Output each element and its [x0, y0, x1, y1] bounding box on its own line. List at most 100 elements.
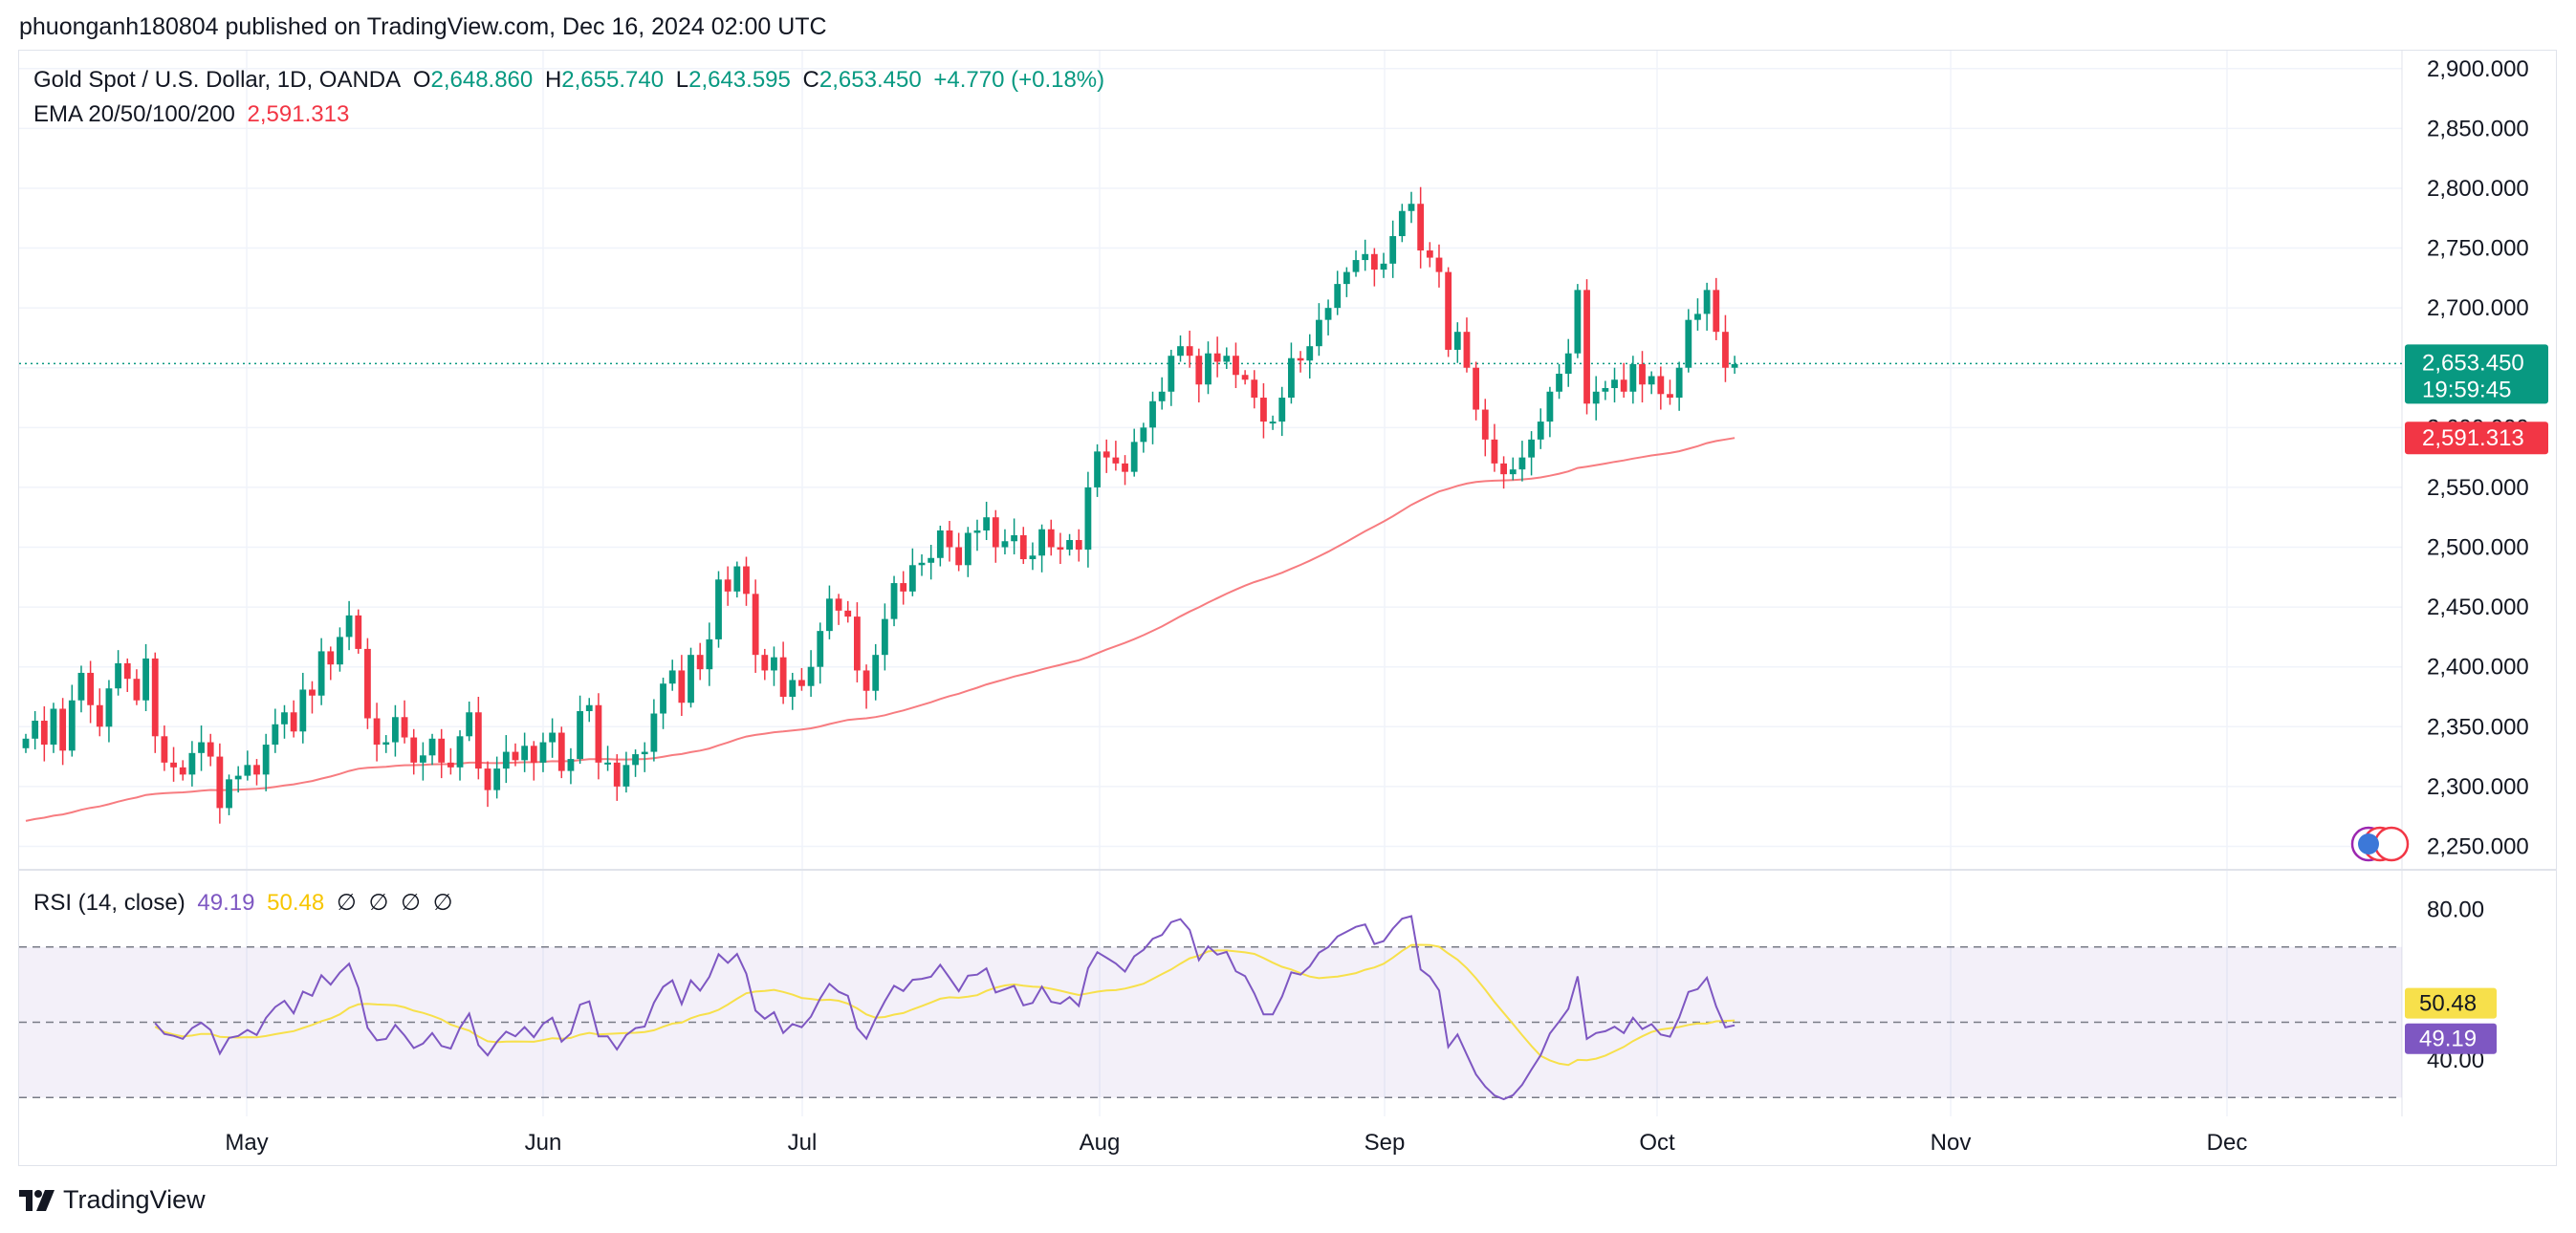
candle-up: [918, 562, 926, 566]
tradingview-logo-icon: [19, 1189, 55, 1211]
candle-down: [1722, 332, 1729, 368]
candle-up: [1380, 263, 1387, 270]
candle-down: [955, 547, 963, 566]
candle-down: [724, 579, 731, 592]
candle-down: [1657, 376, 1665, 395]
candle-up: [928, 557, 935, 563]
candle-up: [817, 631, 824, 667]
candle-up: [1094, 451, 1101, 487]
candle-up: [807, 666, 815, 686]
candle-down: [1057, 547, 1064, 551]
candle-up: [1703, 290, 1711, 314]
candle-up: [1694, 314, 1701, 320]
rsi-line: [154, 915, 1736, 1101]
candle-down: [309, 689, 316, 696]
candle-down: [761, 655, 769, 671]
candle-up: [456, 736, 464, 768]
x-tick-label: Aug: [1080, 1130, 1121, 1156]
candle-up: [1149, 400, 1156, 428]
candle-down: [1713, 290, 1720, 333]
empty-value-3: ∅: [401, 890, 421, 916]
candle-down: [1075, 539, 1082, 551]
y-tick-label: 2,550.000: [2427, 475, 2529, 501]
candle-up: [77, 672, 85, 701]
candle-down: [946, 530, 953, 548]
candle-down: [1233, 356, 1239, 376]
candle-down: [1370, 253, 1378, 270]
candle-down: [1445, 271, 1452, 350]
candle-down: [1481, 409, 1489, 440]
candle-up: [604, 762, 611, 765]
candle-down: [752, 594, 759, 656]
candle-down: [447, 762, 454, 768]
candle-down: [151, 658, 159, 737]
countdown-label: 19:59:45: [2422, 377, 2511, 402]
rsi-value: 49.19: [197, 890, 255, 916]
ema-value: 2,591.313: [247, 101, 350, 127]
us-flag-icon: [2358, 833, 2379, 854]
candle-up: [50, 708, 57, 746]
candle-down: [678, 670, 686, 703]
candle-up: [1675, 367, 1683, 399]
candle-down: [1186, 346, 1193, 357]
candle-up: [1278, 398, 1286, 422]
candle-up: [1343, 271, 1350, 285]
x-tick-label: Nov: [1931, 1130, 1972, 1156]
y-tick-label: 2,900.000: [2427, 56, 2529, 82]
candle-up: [1001, 541, 1009, 548]
candle-down: [410, 737, 418, 763]
candle-up: [521, 746, 529, 761]
ema-legend: EMA 20/50/100/200 2,591.313: [33, 101, 355, 128]
ema-badge: [2405, 422, 2548, 455]
candle-down: [1241, 375, 1249, 380]
candle-up: [1168, 356, 1175, 392]
candle-down: [87, 672, 95, 705]
candle-up: [964, 532, 971, 566]
candle-up: [392, 717, 399, 743]
rsi-ma-value: 50.48: [267, 890, 325, 916]
high-value: 2,655.740: [561, 67, 665, 93]
footer-text: TradingView: [63, 1185, 206, 1214]
candle-down: [854, 616, 861, 671]
rsi-legend: RSI (14, close) 49.19 50.48 ∅ ∅ ∅ ∅: [33, 889, 459, 917]
candle-up: [1316, 319, 1322, 347]
candle-up: [299, 689, 307, 732]
candle-down: [59, 708, 67, 751]
candle-up: [1029, 555, 1037, 560]
y-tick-label: 2,500.000: [2427, 535, 2529, 561]
grid: [19, 51, 2557, 1116]
candle-up: [419, 755, 426, 763]
rsi-ma-badge-label: 50.48: [2419, 991, 2477, 1017]
candle-up: [660, 683, 666, 714]
close-label: C: [802, 67, 819, 93]
candle-down: [401, 717, 408, 738]
candle-up: [1556, 373, 1562, 392]
candle-down: [161, 736, 168, 763]
y-tick-label: 2,300.000: [2427, 774, 2529, 800]
candle-up: [549, 732, 557, 743]
open-value: 2,648.860: [430, 67, 534, 93]
candle-up: [115, 662, 121, 689]
rsi-ma-line: [154, 943, 1736, 1067]
candle-up: [428, 738, 436, 756]
ema-badge-label: 2,591.313: [2422, 425, 2524, 451]
rsi-badge: [2405, 1023, 2497, 1054]
candle-up: [68, 700, 76, 751]
candle-up: [244, 765, 251, 776]
footer-brand[interactable]: TradingView: [19, 1185, 206, 1215]
candle-down: [179, 767, 186, 775]
candle-up: [198, 742, 205, 753]
close-value: 2,653.450: [819, 67, 922, 93]
candle-up: [1130, 442, 1138, 472]
last-price-badge: [2405, 344, 2548, 404]
x-tick-label: May: [225, 1130, 268, 1156]
candle-up: [1140, 427, 1147, 443]
candle-down: [557, 732, 565, 771]
candle-up: [1223, 356, 1231, 362]
last-price-label: 2,653.450: [2422, 350, 2524, 376]
candle-up: [262, 745, 270, 775]
candle-up: [771, 657, 777, 671]
candle-down: [1463, 332, 1471, 368]
